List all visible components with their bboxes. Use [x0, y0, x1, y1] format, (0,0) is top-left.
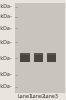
- Bar: [20, 53, 30, 62]
- Text: Lane3: Lane3: [44, 94, 59, 99]
- Text: 25kDa-: 25kDa-: [0, 72, 12, 78]
- Text: 75kDa-: 75kDa-: [0, 26, 12, 30]
- Text: 50kDa-: 50kDa-: [0, 40, 12, 44]
- Text: Lane2: Lane2: [31, 94, 46, 99]
- Bar: [20, 53, 30, 55]
- Bar: [47, 53, 56, 62]
- Bar: [15, 3, 65, 93]
- Text: 37kDa-: 37kDa-: [0, 56, 12, 60]
- Bar: [34, 53, 43, 62]
- Bar: [47, 53, 56, 55]
- Text: Lane1: Lane1: [18, 94, 33, 99]
- Text: 125kDa-: 125kDa-: [0, 4, 12, 10]
- Text: 100kDa-: 100kDa-: [0, 14, 12, 20]
- Bar: [34, 53, 43, 55]
- Text: 20kDa-: 20kDa-: [0, 84, 12, 90]
